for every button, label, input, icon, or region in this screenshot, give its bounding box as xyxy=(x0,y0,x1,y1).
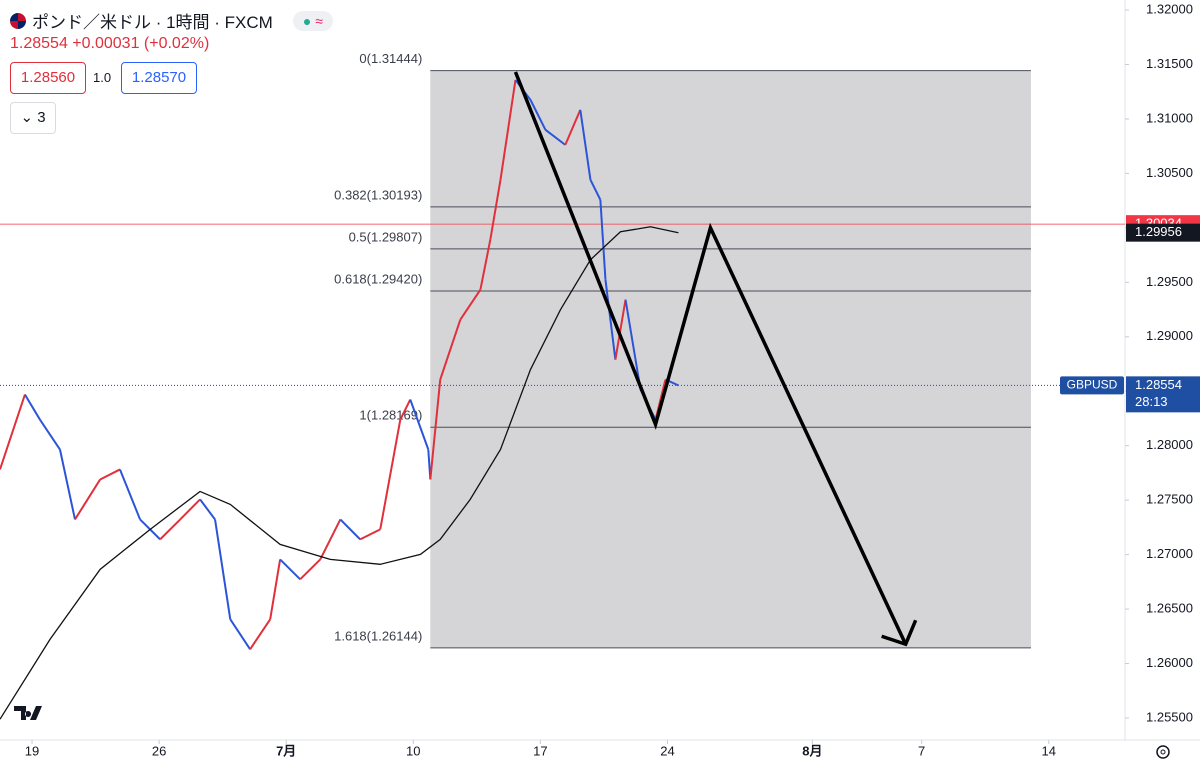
price-segment xyxy=(24,393,41,421)
fib-label: 1.618(1.26144) xyxy=(334,628,422,643)
price-segment xyxy=(429,379,442,480)
symbol-tag xyxy=(1060,376,1124,395)
price-tag xyxy=(1126,223,1200,242)
price-segment xyxy=(99,468,121,481)
x-tick-label: 7月 xyxy=(276,743,296,758)
price-segment xyxy=(379,419,402,530)
y-tick-label: 1.26500 xyxy=(1146,601,1193,616)
sell-button[interactable]: 1.28560 xyxy=(10,62,86,94)
price-segment xyxy=(214,519,232,620)
price-tag-label: 1.28554 xyxy=(1135,377,1182,392)
indicator-count: 3 xyxy=(37,109,46,126)
x-tick-label: 10 xyxy=(406,743,420,758)
price-segment xyxy=(459,289,482,321)
trend-drawing xyxy=(513,71,908,646)
price-segment xyxy=(599,199,607,280)
price-segment xyxy=(279,558,301,581)
y-tick-label: 1.25500 xyxy=(1146,709,1193,724)
y-tick-label: 1.27500 xyxy=(1146,492,1193,507)
y-tick-label: 1.28000 xyxy=(1146,437,1193,452)
settings-icon[interactable] xyxy=(1156,745,1170,759)
price-segment xyxy=(614,299,627,360)
price-segment xyxy=(59,449,76,520)
y-tick-label: 1.29000 xyxy=(1146,328,1193,343)
price-segment xyxy=(489,179,502,240)
x-tick-label: 19 xyxy=(25,743,39,758)
price-segment xyxy=(229,618,251,650)
x-tick-label: 7 xyxy=(918,743,925,758)
price-segment xyxy=(579,109,592,180)
price-segment xyxy=(604,279,617,360)
tv-logo xyxy=(14,706,42,720)
symbol-title[interactable]: ポンド／米ドル · 1時間 · FXCM xyxy=(32,13,273,32)
price-segment xyxy=(399,399,412,421)
y-tick-label: 1.29500 xyxy=(1146,274,1193,289)
symbol-header: ポンド／米ドル · 1時間 · FXCM ● ≈ xyxy=(10,8,333,33)
price-segment xyxy=(159,518,181,541)
fib-label: 0.382(1.30193) xyxy=(334,187,422,202)
flag-icon xyxy=(10,12,26,29)
price-segment xyxy=(589,179,602,201)
x-tick-label: 8月 xyxy=(802,743,822,758)
buy-button[interactable]: 1.28570 xyxy=(121,62,197,94)
order-size[interactable]: 1.0 xyxy=(93,70,112,85)
arrow-head xyxy=(881,619,918,647)
fib-label: 0.618(1.29420) xyxy=(334,271,422,286)
fib-label: 1(1.28169) xyxy=(359,408,422,423)
y-tick-label: 1.30500 xyxy=(1146,165,1193,180)
x-tick-label: 26 xyxy=(152,743,166,758)
quote: 1.28554 +0.00031 (+0.02%) xyxy=(10,35,210,52)
price-segment xyxy=(499,79,517,180)
status-pill[interactable]: ● ≈ xyxy=(292,10,333,31)
x-tick-label: 24 xyxy=(660,743,674,758)
fib-label: 0.5(1.29807) xyxy=(349,229,423,244)
price-segment xyxy=(39,419,61,451)
price-segment xyxy=(119,469,141,520)
y-tick-label: 1.27000 xyxy=(1146,546,1193,561)
price-segment xyxy=(479,239,492,290)
price-segment xyxy=(249,618,272,650)
price-segment xyxy=(359,528,381,541)
price-segment xyxy=(74,478,101,520)
price-segment xyxy=(339,518,361,541)
price-segment xyxy=(544,129,566,146)
symbol-tag-label: GBPUSD xyxy=(1067,378,1118,392)
price-segment xyxy=(439,319,462,380)
countdown: 28:13 xyxy=(1135,394,1168,409)
price-segment xyxy=(269,559,282,620)
indicator-toggle[interactable]: ⌄ 3 xyxy=(10,102,56,134)
price-segment xyxy=(179,498,201,521)
y-tick-label: 1.32000 xyxy=(1146,1,1193,16)
price-segment xyxy=(199,498,216,521)
price-segment xyxy=(529,99,547,131)
y-tick-label: 1.31500 xyxy=(1146,56,1193,71)
fib-label: 0(1.31444) xyxy=(359,51,422,66)
price-segment xyxy=(319,518,342,560)
y-tick-label: 1.31000 xyxy=(1146,110,1193,125)
price-tag xyxy=(1126,376,1200,413)
price-segment xyxy=(0,394,26,470)
fib-box xyxy=(430,70,1031,648)
price-tag-label: 1.29956 xyxy=(1135,224,1182,239)
price-segment xyxy=(299,558,321,581)
price-segment xyxy=(564,109,582,146)
x-tick-label: 14 xyxy=(1042,743,1056,758)
settings-icon-core xyxy=(1160,749,1166,755)
price-segment xyxy=(624,299,642,390)
x-tick-label: 17 xyxy=(533,743,547,758)
price-segment xyxy=(409,399,430,450)
y-tick-label: 1.26000 xyxy=(1146,655,1193,670)
